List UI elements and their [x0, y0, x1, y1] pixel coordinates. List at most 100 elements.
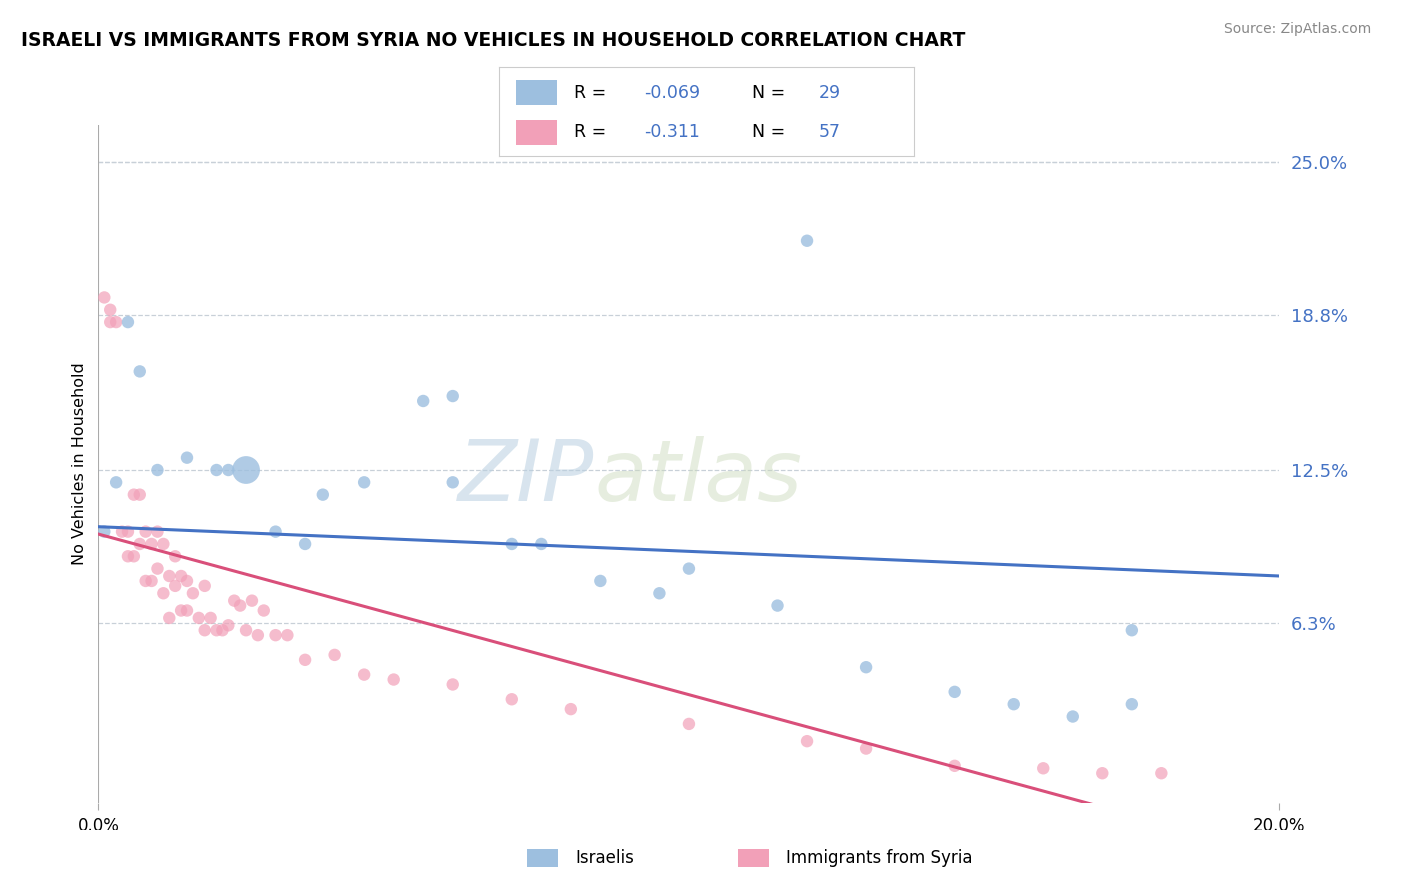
Point	[294, 537, 316, 551]
Point	[253, 603, 276, 617]
Point	[678, 717, 700, 731]
Point	[217, 618, 239, 632]
Y-axis label: No Vehicles in Household: No Vehicles in Household	[72, 362, 87, 566]
Point	[165, 579, 187, 593]
Text: ZIP: ZIP	[458, 436, 595, 519]
Point	[152, 586, 174, 600]
Text: -0.311: -0.311	[644, 123, 700, 141]
Point	[117, 524, 139, 539]
Point	[165, 549, 187, 564]
Point	[855, 660, 877, 674]
Point	[117, 549, 139, 564]
Point	[146, 561, 169, 575]
Point	[276, 628, 298, 642]
Point	[1002, 697, 1025, 711]
Point	[194, 579, 217, 593]
Point	[224, 593, 246, 607]
Point	[678, 561, 700, 575]
Point	[141, 537, 163, 551]
Point	[128, 364, 150, 378]
Text: Source: ZipAtlas.com: Source: ZipAtlas.com	[1223, 22, 1371, 37]
Text: Israelis: Israelis	[575, 849, 634, 867]
Point	[294, 653, 316, 667]
Point	[111, 524, 134, 539]
Point	[187, 611, 209, 625]
Point	[93, 524, 115, 539]
Point	[194, 624, 217, 638]
Text: -0.069: -0.069	[644, 84, 700, 102]
Point	[1062, 709, 1084, 723]
Point	[152, 537, 174, 551]
Point	[181, 586, 204, 600]
Point	[122, 488, 145, 502]
Point	[200, 611, 222, 625]
Point	[146, 463, 169, 477]
Point	[170, 603, 193, 617]
Point	[98, 302, 121, 317]
Point	[353, 667, 375, 681]
Point	[796, 234, 818, 248]
Point	[560, 702, 582, 716]
Point	[501, 537, 523, 551]
Point	[235, 624, 257, 638]
Point	[176, 574, 198, 588]
Point	[264, 628, 287, 642]
Bar	[516, 120, 557, 145]
Point	[246, 628, 269, 642]
Point	[943, 685, 966, 699]
Point	[98, 315, 121, 329]
Point	[176, 603, 198, 617]
Point	[240, 593, 263, 607]
Point	[157, 611, 180, 625]
Bar	[527, 848, 558, 867]
Point	[1150, 766, 1173, 780]
Point	[128, 537, 150, 551]
Text: atlas: atlas	[595, 436, 803, 519]
Point	[1091, 766, 1114, 780]
Point	[796, 734, 818, 748]
Point	[1121, 697, 1143, 711]
Point	[312, 488, 335, 502]
Point	[135, 574, 157, 588]
Text: Immigrants from Syria: Immigrants from Syria	[786, 849, 973, 867]
Text: 29: 29	[818, 84, 841, 102]
Text: 57: 57	[818, 123, 841, 141]
Point	[128, 488, 150, 502]
Point	[105, 315, 128, 329]
Point	[855, 741, 877, 756]
Text: R =: R =	[574, 84, 606, 102]
Point	[93, 290, 115, 304]
Point	[105, 475, 128, 490]
Point	[211, 624, 233, 638]
Point	[135, 524, 157, 539]
Point	[441, 389, 464, 403]
Point	[205, 463, 228, 477]
Point	[530, 537, 553, 551]
Point	[766, 599, 789, 613]
Point	[412, 394, 434, 409]
Point	[501, 692, 523, 706]
Point	[235, 463, 257, 477]
Text: ISRAELI VS IMMIGRANTS FROM SYRIA NO VEHICLES IN HOUSEHOLD CORRELATION CHART: ISRAELI VS IMMIGRANTS FROM SYRIA NO VEHI…	[21, 31, 966, 50]
Point	[589, 574, 612, 588]
Point	[146, 524, 169, 539]
Point	[264, 524, 287, 539]
Point	[122, 549, 145, 564]
Point	[1121, 624, 1143, 638]
Text: N =: N =	[752, 123, 786, 141]
Point	[205, 624, 228, 638]
Text: N =: N =	[752, 84, 786, 102]
Point	[323, 648, 346, 662]
Point	[176, 450, 198, 465]
Point	[943, 759, 966, 773]
Point	[157, 569, 180, 583]
Point	[229, 599, 252, 613]
Text: R =: R =	[574, 123, 606, 141]
Point	[382, 673, 405, 687]
Bar	[516, 80, 557, 105]
Point	[648, 586, 671, 600]
Point	[1032, 761, 1054, 775]
Point	[117, 315, 139, 329]
Point	[217, 463, 239, 477]
Point	[170, 569, 193, 583]
